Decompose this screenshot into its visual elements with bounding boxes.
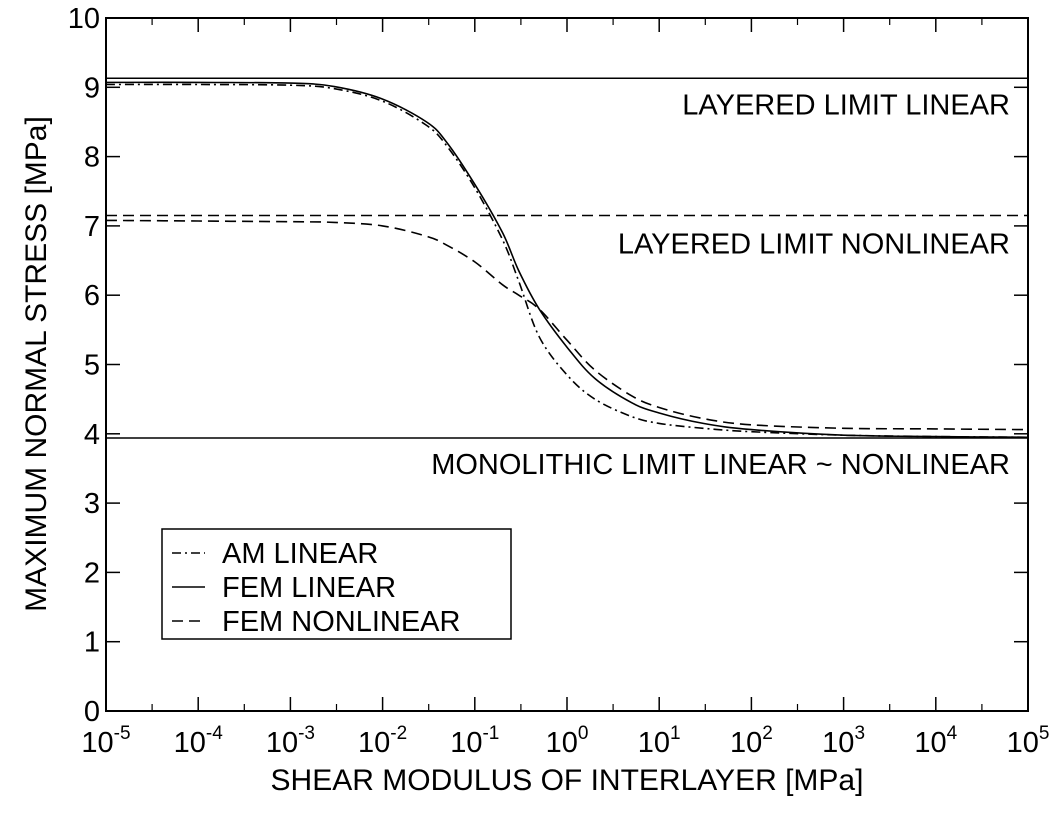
x-tick-label: 105 <box>1007 723 1050 759</box>
reference-line-labels: LAYERED LIMIT LINEAR LAYERED LIMIT NONLIN… <box>431 89 1010 481</box>
y-tick-label: 3 <box>84 488 100 520</box>
x-tick-label: 10-2 <box>358 723 407 759</box>
x-axis-title: SHEAR MODULUS OF INTERLAYER [MPa] <box>271 764 864 797</box>
series-line-am-linear <box>105 83 1029 439</box>
x-tick-label: 10-4 <box>174 723 224 759</box>
y-tick-label: 2 <box>84 557 100 589</box>
reference-line-label: MONOLITHIC LIMIT LINEAR ~ NONLINEAR <box>431 449 1010 481</box>
reference-line-label: LAYERED LIMIT NONLINEAR <box>618 229 1010 261</box>
y-tick-label: 1 <box>84 627 100 659</box>
y-tick-label: 8 <box>84 142 100 174</box>
reference-line-label: LAYERED LIMIT LINEAR <box>682 89 1010 121</box>
x-tick-label: 10-1 <box>450 723 499 759</box>
legend-label: AM LINEAR <box>222 538 378 570</box>
series-lines <box>105 81 1029 439</box>
axis-ticks: 10-5 10-4 10-3 10-2 10-1 100 101 102 103 104 10501… <box>68 3 1050 759</box>
y-tick-label: 10 <box>68 3 100 35</box>
y-tick-label: 4 <box>84 419 100 451</box>
x-tick-label: 100 <box>546 723 589 759</box>
y-tick-label: 6 <box>84 280 100 312</box>
x-tick-label: 102 <box>730 723 773 759</box>
legend-label: FEM NONLINEAR <box>222 606 460 638</box>
y-tick-label: 5 <box>84 350 100 382</box>
series-line-fem-linear <box>105 81 1029 439</box>
x-tick-label: 101 <box>638 723 681 759</box>
legend-label: FEM LINEAR <box>222 572 396 604</box>
x-tick-label: 103 <box>822 723 865 759</box>
legend-box <box>161 528 512 640</box>
y-tick-label: 7 <box>84 211 100 243</box>
y-tick-label: 9 <box>84 72 100 104</box>
y-axis-title: MAXIMUM NORMAL STRESS [MPa] <box>20 116 53 612</box>
reference-lines <box>106 77 1028 439</box>
x-tick-label: 10-5 <box>81 723 130 759</box>
x-tick-label: 10-3 <box>266 723 315 759</box>
y-tick-label: 0 <box>84 696 100 728</box>
series-line-fem-nonlinear <box>105 219 1029 431</box>
x-tick-label: 104 <box>914 723 957 759</box>
